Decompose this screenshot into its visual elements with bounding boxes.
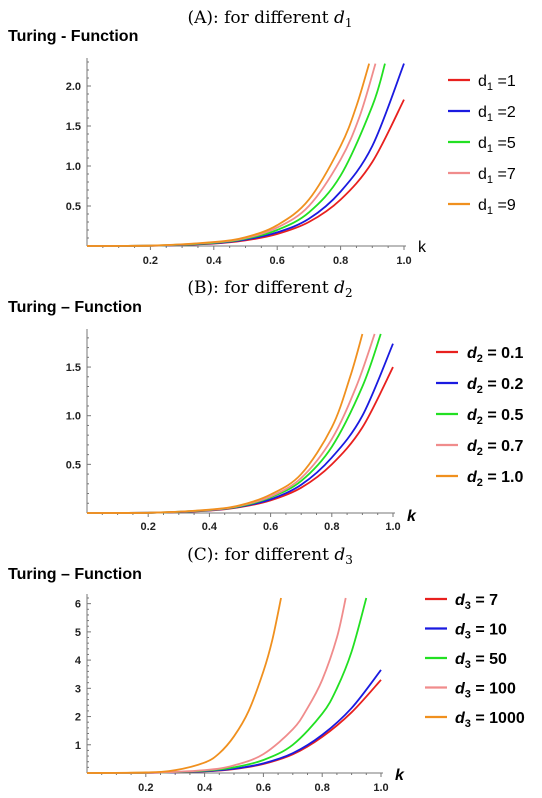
y-tick-label: 2.0 [66,81,81,93]
legend-label: d3 = 7 [455,592,498,612]
y-tick-label: 1.5 [66,362,81,374]
series-line-5 [86,63,370,247]
legend-label: d1 =7 [478,166,516,186]
series-line-4 [86,333,376,514]
x-tick-label: 0.8 [333,255,348,267]
y-tick-label: 1.0 [66,161,81,173]
series-line-3 [86,63,386,247]
series-line-4 [86,597,347,774]
chart-panel-3: (C): for different d3 Turing – Function 0.… [8,545,525,794]
series-line-2 [86,63,405,247]
legend-label: d1 =1 [478,73,516,93]
x-tick-label: 0.6 [263,521,278,533]
x-tick-label: 0.4 [202,521,218,533]
y-tick-label: 1.0 [66,411,81,423]
y-axis-label: Turing - Function [8,28,138,45]
y-axis-label: Turing – Function [8,299,142,316]
x-tick-label: 0.8 [315,782,330,794]
x-tick-label: 0.6 [256,782,271,794]
y-tick-label: 0.5 [66,459,81,471]
x-tick-label: 0.6 [270,255,285,267]
x-tick-label: 0.4 [197,782,213,794]
x-tick-label: 0.2 [141,521,156,533]
legend-label: d3 = 1000 [455,710,525,730]
y-tick-label: 4 [75,655,82,667]
y-tick-label: 2 [75,712,81,724]
legend-label: d2 = 0.2 [467,376,523,396]
x-tick-label: 0.4 [206,255,222,267]
chart-title: (A): for different d1 [187,8,352,30]
series-line-1 [86,679,382,774]
series-line-2 [86,343,394,514]
legend-label: d1 =9 [478,197,516,217]
series-line-3 [86,333,382,514]
y-tick-label: 3 [75,683,81,695]
x-tick-label: 1.0 [385,521,400,533]
y-tick-label: 0.5 [66,201,81,213]
y-tick-label: 6 [75,599,81,611]
series-line-5 [86,597,282,774]
series-line-2 [86,669,382,774]
chart-title: (B): for different d2 [187,278,352,300]
x-tick-label: 1.0 [373,782,388,794]
legend-label: d2 = 0.1 [467,345,523,365]
x-tick-label: 1.0 [396,255,411,267]
y-axis-label: Turing – Function [8,566,142,583]
legend-label: d3 = 50 [455,651,507,671]
y-tick-label: 5 [75,627,81,639]
chart-panel-2: (B): for different d2 Turing – Function 0.… [8,278,523,533]
x-axis-label: k [418,239,427,256]
legend-label: d2 = 0.5 [467,407,523,427]
chart-panel-1: (A): for different d1 Turing - Function 0.… [8,8,516,267]
x-axis-label: k [395,767,405,784]
x-tick-label: 0.8 [324,521,339,533]
series-line-4 [86,63,377,247]
x-tick-label: 0.2 [143,255,158,267]
chart-title: (C): for different d3 [187,545,353,567]
legend-label: d3 = 100 [455,681,516,701]
legend-label: d2 = 1.0 [467,469,523,489]
x-axis-label: k [407,508,417,525]
legend-label: d1 =5 [478,135,516,155]
x-tick-label: 0.2 [138,782,153,794]
y-tick-label: 1.5 [66,121,81,133]
y-tick-label: 1 [75,740,81,752]
legend-label: d3 = 10 [455,622,507,642]
series-line-5 [86,333,364,514]
legend-label: d1 =2 [478,104,516,124]
legend-label: d2 = 0.7 [467,438,523,458]
